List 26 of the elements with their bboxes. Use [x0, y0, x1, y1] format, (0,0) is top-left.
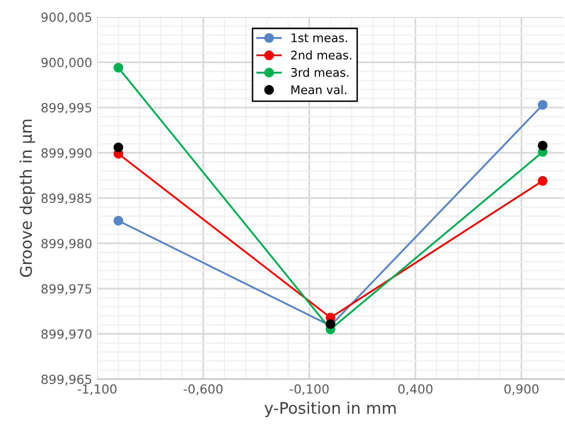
x-tick-label: -0,600 — [184, 384, 223, 395]
legend-label: Mean val. — [291, 85, 346, 94]
x-tick-label: -0,100 — [290, 384, 329, 395]
y-tick-label: 899,995 — [41, 103, 92, 114]
y-tick-label: 899,965 — [41, 374, 92, 386]
y-tick-label: 899,985 — [41, 194, 92, 204]
point — [538, 176, 548, 186]
y-tick-label: 899,980 — [41, 238, 92, 250]
x-axis-title: y-Position in mm — [264, 402, 396, 418]
point — [114, 216, 124, 226]
y-tick-label: 899,975 — [41, 284, 92, 295]
point — [538, 140, 548, 150]
y-axis-title: Groove depth in µm — [20, 120, 36, 277]
legend-label: 2nd meas. — [291, 50, 352, 60]
legend-label: 1st meas. — [292, 33, 347, 42]
point — [114, 142, 124, 152]
y-tick-label: 899,970 — [41, 329, 92, 340]
y-tick-label: 899,990 — [41, 148, 92, 160]
legend-label: 3rd meas. — [291, 68, 348, 77]
point — [538, 100, 548, 110]
x-tick-label: -1,100 — [78, 384, 116, 395]
x-tick-label: 0,400 — [398, 384, 432, 395]
x-tick-label: 0,900 — [504, 384, 539, 395]
y-tick-label: 900,000 — [41, 58, 92, 69]
y-tick-label: 900,005 — [41, 12, 92, 24]
point — [114, 62, 124, 73]
